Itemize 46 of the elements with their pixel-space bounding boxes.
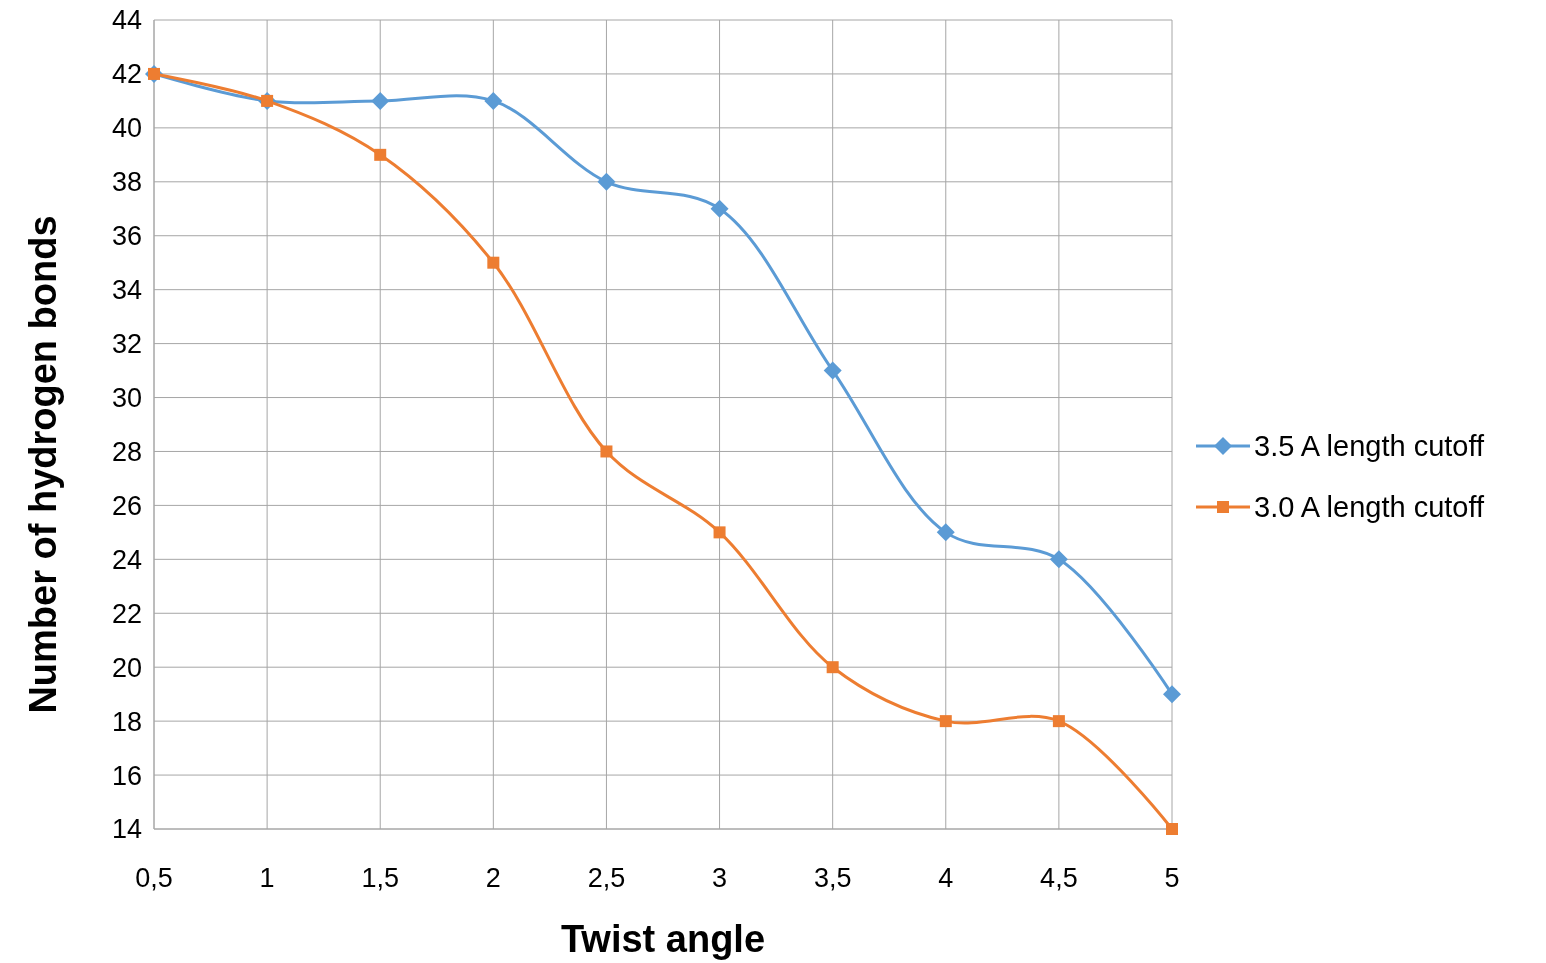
point [597, 172, 616, 191]
point [1049, 550, 1068, 569]
point [487, 256, 500, 269]
x-tick-label: 2,5 [587, 863, 626, 893]
x-tick-label: 4,5 [1040, 863, 1078, 893]
y-axis-title: Number of hydrogen bonds [22, 215, 64, 714]
x-tick-label: 1,5 [361, 863, 399, 893]
point [1166, 823, 1178, 835]
x-tick-label: 1 [259, 863, 275, 893]
point [939, 715, 952, 728]
y-tick-label: 42 [111, 59, 142, 90]
y-tick-label: 18 [111, 706, 142, 737]
point [371, 91, 390, 110]
point [484, 91, 503, 110]
point [1163, 685, 1181, 704]
x-tick-label: 2 [485, 863, 501, 893]
y-tick-label: 44 [111, 5, 142, 36]
x-axis-title: Twist angle [560, 918, 766, 960]
y-tick-label: 38 [111, 167, 142, 198]
x-tick-label: 4 [938, 863, 954, 893]
y-tick-label: 24 [111, 544, 142, 575]
x-tick-label: 5 [1164, 863, 1180, 893]
y-tick-label: 34 [111, 275, 142, 306]
y-tick-label: 16 [111, 760, 142, 791]
y-tick-label: 28 [111, 436, 142, 467]
y-tick-label: 26 [111, 490, 142, 521]
x-tick-label: 3,5 [813, 863, 852, 893]
y-tick-label: 32 [111, 329, 142, 360]
legend-label: 3.5 A length cutoff [1254, 430, 1485, 463]
legend-label: 3.0 A length cutoff [1254, 491, 1485, 524]
point [1052, 715, 1065, 728]
point [826, 661, 839, 674]
point [823, 361, 842, 380]
y-tick-label: 40 [111, 113, 142, 144]
point [936, 523, 955, 542]
x-tick-label: 3 [712, 863, 728, 893]
y-tick-label: 36 [111, 221, 142, 252]
point [374, 148, 387, 161]
x-tick-label: 0,5 [135, 863, 173, 893]
point [710, 199, 729, 218]
y-tick-label: 22 [111, 598, 142, 629]
point [600, 445, 613, 458]
y-tick-label: 20 [111, 652, 142, 683]
y-tick-label: 30 [111, 382, 142, 413]
y-tick-label: 14 [111, 814, 142, 845]
point [713, 526, 726, 539]
